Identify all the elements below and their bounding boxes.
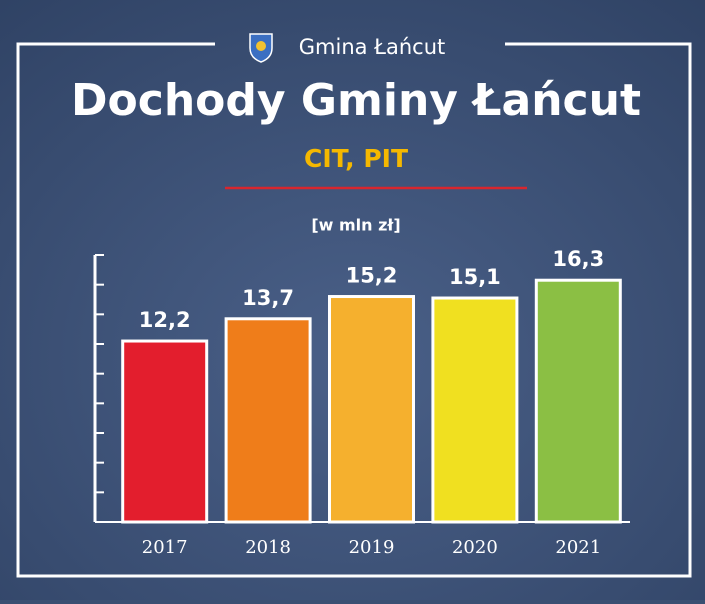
- x-tick-label: 2020: [452, 537, 498, 558]
- value-label: 13,7: [242, 286, 294, 310]
- x-tick-label: 2019: [349, 537, 395, 558]
- brand-name: Gmina Łańcut: [299, 35, 446, 59]
- x-tick-label: 2018: [245, 537, 291, 558]
- brand-logo: [250, 34, 272, 62]
- value-label: 15,1: [449, 265, 501, 289]
- x-tick-label: 2021: [555, 537, 601, 558]
- value-label: 16,3: [552, 247, 604, 271]
- bar: [433, 298, 517, 522]
- chart-title: Dochody Gminy Łańcut: [71, 75, 641, 126]
- bar: [536, 280, 620, 522]
- chart-subtitle: CIT, PIT: [304, 144, 408, 173]
- chart: Gmina Łańcut Dochody Gminy Łańcut CIT, P…: [0, 0, 705, 600]
- value-label: 15,2: [346, 264, 398, 288]
- x-tick-label: 2017: [142, 537, 188, 558]
- page: Gmina Łańcut Dochody Gminy Łańcut CIT, P…: [0, 0, 705, 600]
- bar: [226, 319, 310, 522]
- bar: [123, 341, 207, 522]
- bar: [330, 297, 414, 522]
- unit-label: [w mln zł]: [311, 216, 400, 235]
- value-label: 12,2: [139, 308, 191, 332]
